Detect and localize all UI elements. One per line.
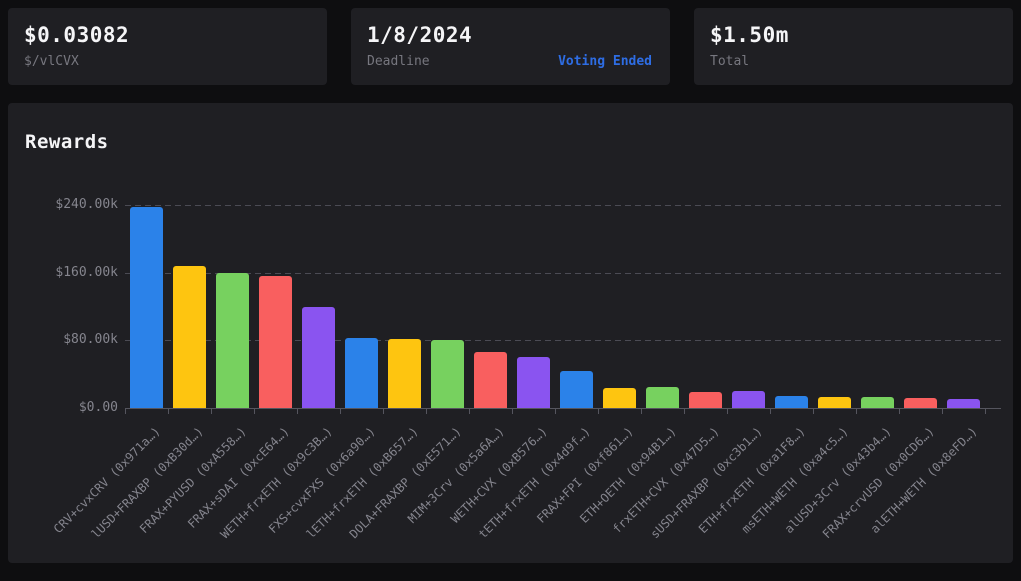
reward-bar[interactable] [130, 207, 163, 408]
deadline-label: Deadline [367, 54, 430, 69]
reward-bar[interactable] [818, 397, 851, 408]
reward-bar[interactable] [775, 396, 808, 408]
reward-bar[interactable] [517, 357, 550, 408]
x-axis-tick [942, 408, 943, 414]
reward-bar[interactable] [947, 399, 980, 408]
x-axis-tick [211, 408, 212, 414]
reward-bar[interactable] [431, 340, 464, 408]
x-axis-tick [899, 408, 900, 414]
y-axis-label: $80.00k [63, 332, 118, 348]
deadline-value: 1/8/2024 [367, 23, 473, 47]
y-axis-label: $240.00k [55, 197, 118, 212]
x-axis-tick [469, 408, 470, 414]
x-axis-tick [770, 408, 771, 414]
x-axis-line [125, 408, 1001, 409]
x-axis-tick [340, 408, 341, 414]
x-axis-tick [125, 408, 126, 414]
stat-card-price: $0.03082 $/vlCVX [8, 8, 327, 85]
x-axis-tick [383, 408, 384, 414]
x-axis-tick [985, 408, 986, 414]
x-axis-tick [684, 408, 685, 414]
reward-bar[interactable] [904, 398, 937, 408]
x-axis-tick [168, 408, 169, 414]
total-label: Total [710, 54, 750, 69]
x-axis-tick [254, 408, 255, 414]
y-axis-label: $0.00 [78, 400, 118, 415]
x-axis-tick [813, 408, 814, 414]
rewards-chart-card: Rewards $240.00k $160.00k $80.00k $0.00 CRV+… [8, 103, 1013, 563]
reward-bar[interactable] [732, 391, 765, 408]
x-axis-tick [727, 408, 728, 414]
reward-bar[interactable] [646, 387, 679, 408]
x-axis-tick [856, 408, 857, 414]
reward-bar[interactable] [216, 273, 249, 408]
reward-bar[interactable] [388, 339, 421, 408]
stats-row: $0.03082 $/vlCVX 1/8/2024 Deadline Votin… [8, 8, 1013, 85]
x-axis-tick [555, 408, 556, 414]
reward-bar[interactable] [560, 371, 593, 408]
chart-plot: $240.00k $160.00k $80.00k $0.00 CRV+cvxCRV (… [8, 103, 1013, 563]
stat-card-deadline: 1/8/2024 Deadline Voting Ended [351, 8, 670, 85]
reward-bar[interactable] [603, 388, 636, 408]
y-axis-label: $160.00k [55, 264, 118, 280]
gridline [125, 340, 1001, 342]
price-value: $0.03082 [24, 23, 130, 47]
voting-status-badge: Voting Ended [558, 54, 652, 69]
x-axis-tick [641, 408, 642, 414]
stat-card-total: $1.50m Total [694, 8, 1013, 85]
reward-bar[interactable] [689, 392, 722, 408]
total-value: $1.50m [710, 23, 789, 47]
x-axis-tick [297, 408, 298, 414]
gridline [125, 272, 1001, 274]
x-axis-tick [512, 408, 513, 414]
reward-bar[interactable] [173, 266, 206, 408]
reward-bar[interactable] [861, 397, 894, 408]
chart-title: Rewards [25, 131, 109, 153]
x-axis-tick [598, 408, 599, 414]
gridline [125, 205, 1001, 206]
x-axis-tick [426, 408, 427, 414]
reward-bar[interactable] [474, 352, 507, 408]
reward-bar[interactable] [259, 276, 292, 408]
price-label: $/vlCVX [24, 54, 79, 69]
reward-bar[interactable] [302, 307, 335, 408]
reward-bar[interactable] [345, 338, 378, 408]
